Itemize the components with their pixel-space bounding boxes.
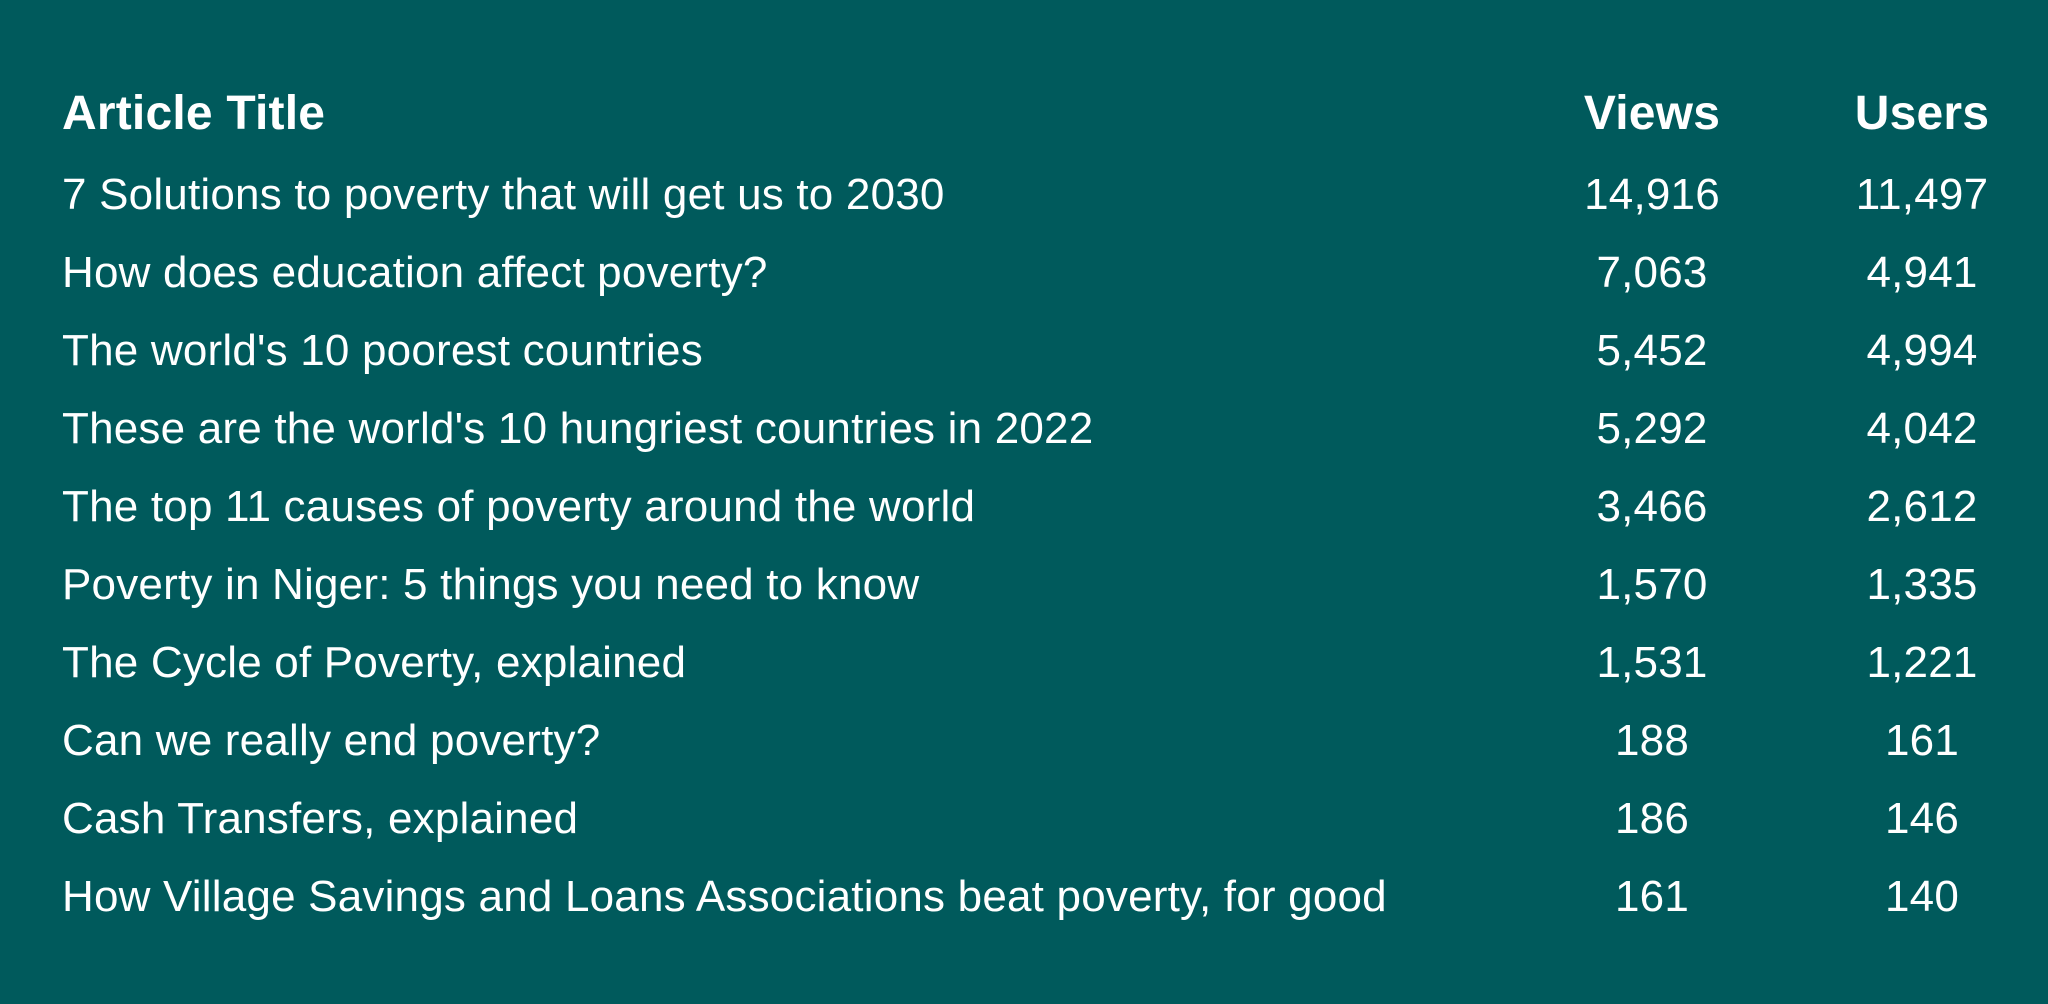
table-row: The world's 10 poorest countries 5,452 4… xyxy=(62,312,1977,390)
users-cell: 140 xyxy=(1884,872,1959,921)
article-title-cell: The Cycle of Poverty, explained xyxy=(62,638,687,687)
table-row: How does education affect poverty? 7,063… xyxy=(62,234,1977,312)
users-cell: 11,497 xyxy=(1855,170,1989,219)
views-cell: 186 xyxy=(1614,794,1689,843)
users-cell: 4,042 xyxy=(1866,404,1978,453)
views-cell: 5,292 xyxy=(1596,404,1708,453)
table-header-row: Article Title Views Users xyxy=(62,72,1989,156)
views-cell: 161 xyxy=(1614,872,1689,921)
table-row: Cash Transfers, explained 186 146 xyxy=(62,780,1962,858)
article-title-cell: 7 Solutions to poverty that will get us … xyxy=(62,170,945,219)
article-stats-table: Article Title Views Users 7 Solutions to… xyxy=(62,72,1989,936)
header-views: Views xyxy=(1583,87,1721,140)
table-row: The top 11 causes of poverty around the … xyxy=(62,468,1977,546)
header-users: Users xyxy=(1854,87,1990,140)
users-cell: 1,335 xyxy=(1866,560,1978,609)
table-row: 7 Solutions to poverty that will get us … xyxy=(62,156,1988,234)
views-cell: 188 xyxy=(1614,716,1689,765)
views-cell: 1,570 xyxy=(1596,560,1708,609)
users-cell: 146 xyxy=(1884,794,1959,843)
article-title-cell: Cash Transfers, explained xyxy=(62,794,579,843)
header-article-title: Article Title xyxy=(62,87,326,140)
views-cell: 1,531 xyxy=(1596,638,1708,687)
article-title-cell: The world's 10 poorest countries xyxy=(62,326,703,375)
views-cell: 3,466 xyxy=(1596,482,1708,531)
users-cell: 4,994 xyxy=(1866,326,1978,375)
users-cell: 4,941 xyxy=(1866,248,1978,297)
table-row: Can we really end poverty? 188 161 xyxy=(62,702,1962,780)
table-row: Poverty in Niger: 5 things you need to k… xyxy=(62,546,1977,624)
article-title-cell: Can we really end poverty? xyxy=(62,716,601,765)
article-title-cell: Poverty in Niger: 5 things you need to k… xyxy=(62,560,920,609)
views-cell: 5,452 xyxy=(1596,326,1708,375)
users-cell: 1,221 xyxy=(1866,638,1978,687)
article-title-cell: These are the world's 10 hungriest count… xyxy=(62,404,1094,453)
table-row: How Village Savings and Loans Associatio… xyxy=(62,858,1962,936)
users-cell: 161 xyxy=(1884,716,1959,765)
views-cell: 7,063 xyxy=(1596,248,1708,297)
users-cell: 2,612 xyxy=(1866,482,1978,531)
views-cell: 14,916 xyxy=(1584,170,1720,219)
article-title-cell: How does education affect poverty? xyxy=(62,248,768,297)
table-row: These are the world's 10 hungriest count… xyxy=(62,390,1977,468)
article-title-cell: The top 11 causes of poverty around the … xyxy=(62,482,976,531)
article-title-cell: How Village Savings and Loans Associatio… xyxy=(62,872,1387,921)
table-row: The Cycle of Poverty, explained 1,531 1,… xyxy=(62,624,1977,702)
